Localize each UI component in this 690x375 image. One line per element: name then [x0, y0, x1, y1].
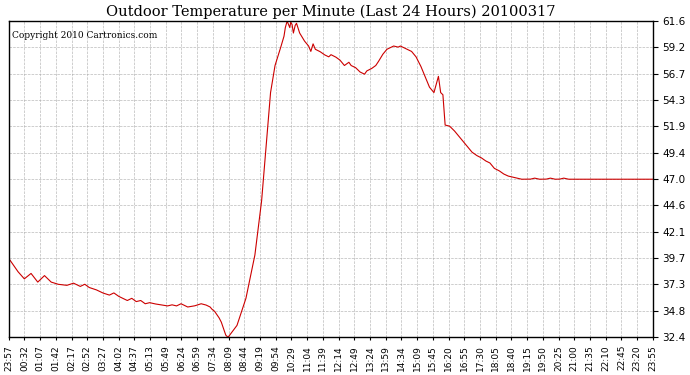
- Text: Copyright 2010 Cartronics.com: Copyright 2010 Cartronics.com: [12, 31, 157, 40]
- Title: Outdoor Temperature per Minute (Last 24 Hours) 20100317: Outdoor Temperature per Minute (Last 24 …: [106, 4, 555, 18]
